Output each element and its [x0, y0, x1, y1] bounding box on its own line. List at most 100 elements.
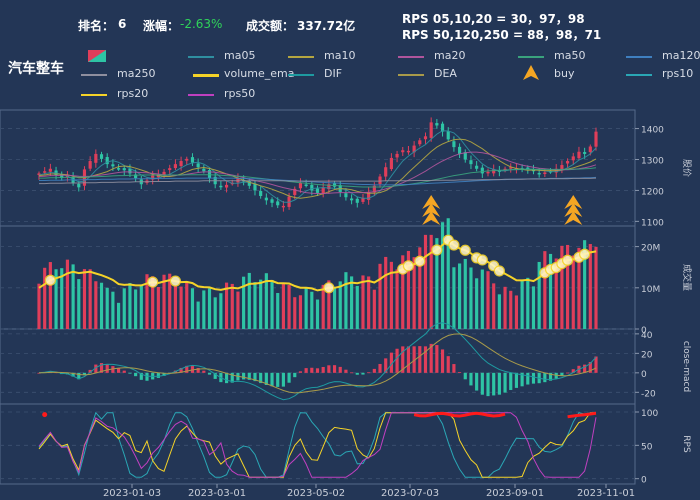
volume-bar: [304, 287, 308, 329]
line-DIF: [38, 322, 597, 401]
macd-hist-bar: [315, 368, 320, 373]
legend-swatch-ma250: [81, 74, 107, 76]
macd-hist-bar: [486, 372, 490, 397]
macd-hist-bar: [492, 372, 496, 396]
candle-body: [526, 167, 530, 170]
volume-ema-marker: [402, 260, 415, 272]
macd-hist-bar: [520, 372, 524, 387]
candle-body: [389, 157, 393, 170]
legend-swatch-ma50: [518, 56, 544, 58]
volume-bar: [412, 257, 416, 329]
volume-bar: [259, 279, 263, 329]
candle-body: [88, 161, 92, 169]
legend-swatch-DEA: [398, 74, 424, 76]
candle-body: [566, 161, 570, 164]
legend-label-DIF: DIF: [324, 67, 343, 80]
candle-body: [298, 182, 303, 189]
candle-body: [475, 165, 479, 169]
macd-hist-bar: [560, 372, 564, 376]
volume-bar: [560, 245, 564, 329]
volume-bar: [202, 290, 206, 329]
candle-body: [361, 198, 365, 202]
volume-bar: [77, 279, 81, 329]
y-tick-label-volume: 10M: [641, 285, 660, 295]
line-ma250: [39, 177, 597, 185]
macd-hist-bar: [156, 372, 160, 378]
candle-body: [384, 167, 388, 177]
macd-hist-bar: [71, 372, 75, 377]
macd-hist-bar: [361, 372, 365, 375]
volume-bar: [162, 274, 166, 329]
volume-bar: [389, 261, 393, 329]
volume-bar: [116, 302, 121, 329]
legend-label-ma50: ma50: [554, 49, 586, 62]
candle-body: [492, 169, 496, 174]
rps-summary-line1: RPS 05,10,20 = 30，97，98: [402, 12, 585, 26]
legend-swatch-volume_ema: [193, 74, 219, 77]
candle-body: [111, 164, 115, 167]
macd-hist-bar: [332, 365, 337, 373]
macd-hist-bar: [350, 372, 354, 374]
macd-hist-bar: [458, 372, 462, 373]
volume-bar: [236, 291, 240, 329]
volume-bar: [242, 276, 246, 329]
macd-hist-bar: [446, 356, 450, 373]
volume-bar: [264, 273, 268, 329]
macd-hist-bar: [327, 365, 331, 373]
volume-bar: [43, 267, 47, 329]
macd-hist-bar: [105, 364, 109, 373]
legend-candle-swatch-down: [88, 50, 106, 62]
candle-body: [99, 154, 104, 159]
candle-body: [594, 131, 598, 147]
volume-ema-marker: [579, 248, 591, 260]
macd-hist-bar: [497, 372, 501, 395]
volume-bar: [571, 255, 575, 329]
volume-bar: [247, 272, 251, 329]
candle-body: [224, 184, 229, 188]
macd-hist-bar: [304, 368, 308, 373]
macd-hist-bar: [145, 372, 149, 381]
volume-bar: [446, 218, 450, 329]
macd-hist-bar: [543, 372, 547, 383]
y-tick-label-price: 1200: [641, 187, 664, 197]
volume-bar: [293, 297, 297, 329]
candle-body: [128, 168, 132, 174]
candle-body: [509, 167, 513, 169]
rank-label: 排名：: [78, 19, 115, 33]
volume-bar: [452, 267, 456, 329]
y-axis-label-volume: 成交量: [681, 264, 693, 291]
candle-body: [293, 188, 297, 195]
candle-body: [469, 160, 473, 165]
volume-bar: [94, 281, 98, 329]
macd-hist-bar: [242, 372, 246, 380]
legend-label-rps20: rps20: [117, 87, 149, 100]
volume-bar: [60, 268, 64, 329]
volume-bar: [548, 253, 553, 329]
volume-bar: [128, 283, 132, 329]
volume-bar: [321, 284, 325, 329]
macd-hist-bar: [264, 372, 268, 386]
candle-body: [304, 184, 308, 187]
volume-bar: [531, 286, 536, 329]
volume-bar: [213, 297, 217, 329]
macd-hist-bar: [531, 372, 536, 384]
volume-bar: [480, 269, 484, 329]
candle-body: [321, 187, 325, 194]
candle-body: [458, 146, 462, 154]
candle-body: [247, 181, 251, 186]
macd-hist-bar: [389, 352, 393, 373]
volume-bar: [134, 289, 138, 329]
candle-body: [310, 185, 314, 191]
candle-body: [577, 151, 581, 159]
macd-hist-bar: [270, 372, 274, 387]
buy-marker: [564, 203, 583, 217]
legend-label-rps50: rps50: [224, 87, 256, 100]
buy-marker: [422, 195, 441, 209]
volume-bar: [99, 282, 104, 329]
candle-body: [367, 191, 371, 200]
candle-body: [315, 188, 320, 193]
candle-body: [435, 123, 439, 126]
macd-hist-bar: [99, 363, 104, 373]
volume-bar: [401, 255, 405, 329]
legend-label-ma250: ma250: [117, 67, 156, 80]
